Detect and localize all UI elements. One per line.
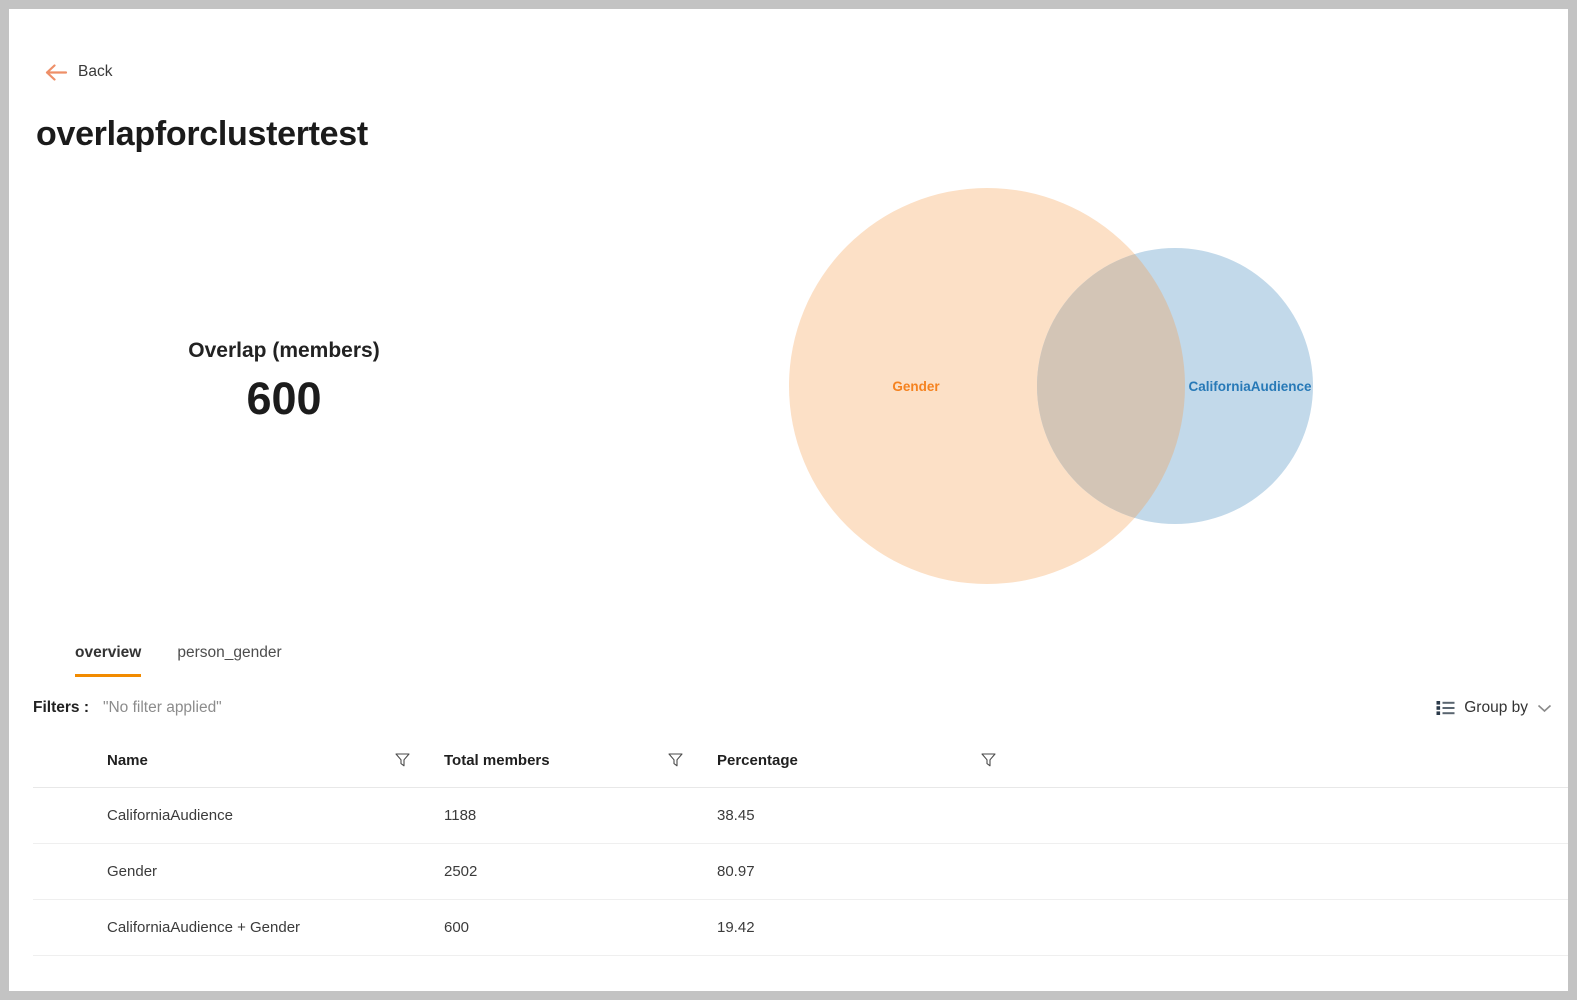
- column-header-percentage: Percentage: [717, 752, 1030, 769]
- cell-name: Gender: [107, 863, 158, 880]
- table-row: CaliforniaAudience + Gender 600 19.42: [33, 900, 1568, 956]
- venn-label-gender: Gender: [892, 379, 940, 394]
- column-header-total-members: Total members: [444, 752, 717, 769]
- venn-intersection[interactable]: [789, 188, 1185, 584]
- back-label: Back: [78, 63, 113, 80]
- tab-overview[interactable]: overview: [75, 644, 142, 677]
- filters-label: Filters :: [33, 699, 89, 716]
- column-header-name: Name: [107, 752, 444, 769]
- chevron-down-icon: [1537, 704, 1552, 713]
- cell-name: CaliforniaAudience: [107, 807, 233, 824]
- back-button[interactable]: Back: [44, 63, 112, 81]
- cell-total-members: 2502: [444, 863, 478, 880]
- main-panel: Back overlapforclustertest Overlap (memb…: [9, 9, 1568, 991]
- venn-label-californiaaudience: CaliforniaAudience: [1188, 379, 1312, 394]
- cell-percentage: 80.97: [717, 863, 755, 880]
- filter-funnel-icon[interactable]: [668, 753, 683, 767]
- filters-summary: Filters : "No filter applied": [33, 699, 222, 717]
- cell-percentage: 38.45: [717, 807, 755, 824]
- table-row: CaliforniaAudience 1188 38.45: [33, 788, 1568, 844]
- table-body: CaliforniaAudience 1188 38.45 Gender 250…: [33, 788, 1568, 956]
- page-title: overlapforclustertest: [36, 115, 368, 153]
- overlap-stat: Overlap (members) 600: [89, 339, 479, 425]
- tab-person-gender[interactable]: person_gender: [177, 644, 282, 661]
- back-arrow-icon: [44, 63, 68, 81]
- cell-total-members: 1188: [444, 807, 477, 824]
- table-header-row: Name Total members Percentage: [33, 733, 1568, 788]
- overlap-table: Name Total members Percentage: [33, 733, 1568, 956]
- table-row: Gender 2502 80.97: [33, 844, 1568, 900]
- filters-value: "No filter applied": [102, 699, 222, 716]
- filter-funnel-icon[interactable]: [395, 753, 410, 767]
- filter-funnel-icon[interactable]: [981, 753, 996, 767]
- tab-bar: overview person_gender: [75, 644, 282, 677]
- venn-diagram[interactable]: Gender CaliforniaAudience: [779, 179, 1339, 604]
- group-by-label: Group by: [1464, 699, 1528, 716]
- filters-row: Filters : "No filter applied" Group by: [33, 699, 1552, 717]
- cell-percentage: 19.42: [717, 919, 755, 936]
- overlap-stat-value: 600: [246, 373, 322, 424]
- overlap-stat-label: Overlap (members): [188, 339, 380, 362]
- group-list-icon: [1436, 700, 1455, 716]
- group-by-button[interactable]: Group by: [1436, 699, 1552, 717]
- cell-total-members: 600: [444, 919, 470, 936]
- cell-name: CaliforniaAudience + Gender: [107, 919, 301, 936]
